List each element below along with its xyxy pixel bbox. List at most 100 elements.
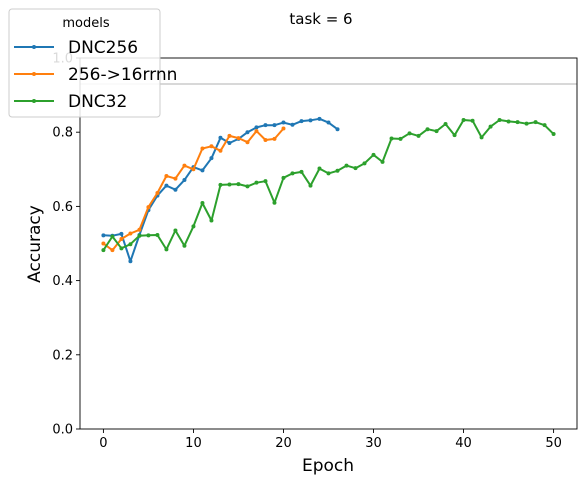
- data-point: [128, 242, 133, 247]
- data-point: [299, 119, 304, 124]
- data-point: [200, 146, 205, 151]
- series-2: [101, 117, 556, 253]
- series-1: [101, 126, 286, 253]
- legend-label: DNC32: [68, 92, 127, 112]
- data-point: [443, 122, 448, 127]
- data-point: [254, 180, 259, 185]
- data-point: [155, 191, 160, 196]
- data-point: [335, 127, 340, 132]
- data-point: [146, 233, 151, 238]
- data-point: [182, 243, 187, 248]
- data-point: [182, 163, 187, 168]
- data-point: [479, 135, 484, 140]
- data-point: [371, 152, 376, 157]
- data-point: [398, 136, 403, 141]
- data-point: [317, 166, 322, 171]
- data-point: [101, 233, 106, 238]
- data-point: [326, 171, 331, 176]
- data-point: [299, 169, 304, 174]
- data-point: [263, 179, 268, 184]
- data-point: [119, 231, 124, 236]
- y-tick-label: 0.4: [52, 274, 73, 289]
- data-point: [236, 182, 241, 187]
- data-point: [173, 228, 178, 233]
- data-point: [137, 227, 142, 232]
- data-point: [290, 171, 295, 176]
- data-point: [416, 133, 421, 138]
- legend-swatch-marker: [32, 99, 36, 103]
- data-point: [407, 131, 412, 136]
- data-point: [182, 178, 187, 183]
- data-point: [119, 237, 124, 242]
- legend-entry: DNC256: [14, 38, 138, 58]
- x-tick-label: 20: [275, 436, 292, 451]
- x-axis: 0 10 20 30 40 50: [99, 429, 562, 451]
- data-point: [110, 248, 115, 253]
- x-axis-label: Epoch: [302, 456, 354, 476]
- data-point: [389, 136, 394, 141]
- data-point: [128, 259, 133, 264]
- y-tick-label: 0.8: [52, 126, 73, 141]
- legend-entry: 256->16rrnn: [14, 65, 177, 85]
- data-point: [434, 129, 439, 134]
- legend: models DNC256 256->16rrnn DNC32: [8, 8, 177, 118]
- data-point: [191, 224, 196, 229]
- data-point: [164, 183, 169, 188]
- y-axis-label: Accuracy: [25, 205, 45, 283]
- data-point: [344, 163, 349, 168]
- data-point: [506, 119, 511, 124]
- legend-entries: DNC256 256->16rrnn DNC32: [14, 38, 177, 112]
- y-tick-label: 0.2: [52, 348, 73, 363]
- y-tick-label: 0.0: [52, 423, 73, 438]
- data-point: [164, 247, 169, 252]
- data-point: [497, 117, 502, 122]
- data-point: [272, 123, 277, 128]
- data-point: [461, 117, 466, 122]
- data-point: [470, 118, 475, 123]
- legend-swatch-marker: [32, 72, 36, 76]
- data-point: [308, 118, 313, 123]
- x-tick-label: 40: [455, 436, 472, 451]
- data-point: [173, 176, 178, 181]
- data-point: [281, 120, 286, 125]
- data-point: [353, 166, 358, 171]
- data-point: [263, 137, 268, 142]
- data-point: [263, 123, 268, 128]
- data-point: [128, 231, 133, 236]
- data-point: [254, 129, 259, 134]
- legend-title: models: [62, 16, 109, 31]
- data-point: [245, 184, 250, 189]
- data-point: [155, 232, 160, 237]
- data-point: [209, 218, 214, 223]
- data-point: [119, 246, 124, 251]
- data-point: [146, 205, 151, 210]
- data-point: [218, 135, 223, 140]
- data-point: [200, 201, 205, 206]
- data-point: [245, 140, 250, 145]
- legend-label: DNC256: [68, 38, 138, 58]
- data-point: [236, 136, 241, 141]
- x-tick-label: 0: [99, 436, 107, 451]
- data-point: [245, 130, 250, 135]
- data-point: [173, 187, 178, 192]
- data-point: [281, 175, 286, 180]
- data-point: [191, 167, 196, 172]
- data-point: [317, 116, 322, 121]
- data-point: [218, 182, 223, 187]
- data-point: [209, 156, 214, 161]
- legend-label: 256->16rrnn: [68, 65, 177, 85]
- data-point: [380, 159, 385, 164]
- data-point: [308, 183, 313, 188]
- data-point: [281, 126, 286, 131]
- data-point: [209, 144, 214, 149]
- data-point: [164, 173, 169, 178]
- data-point: [551, 132, 556, 137]
- x-tick-label: 30: [365, 436, 382, 451]
- data-point: [515, 120, 520, 125]
- data-point: [425, 127, 430, 132]
- x-tick-label: 10: [185, 436, 202, 451]
- chart-title: task = 6: [289, 10, 352, 28]
- legend-box: [8, 8, 161, 118]
